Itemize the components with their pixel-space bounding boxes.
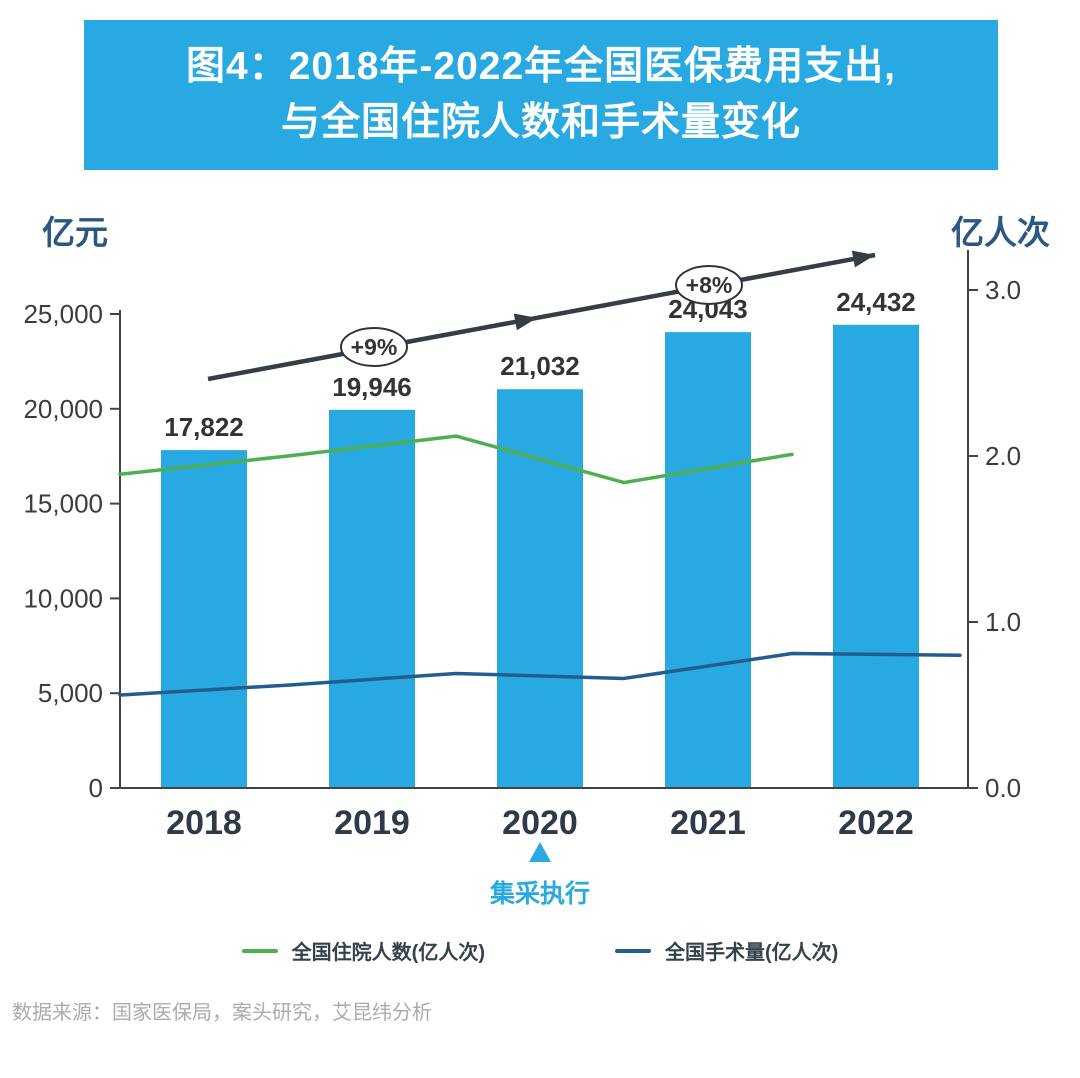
right-axis-tick-label: 2.0: [985, 441, 1021, 471]
navy-line-swatch-icon: [615, 948, 651, 953]
bar-2019: [329, 409, 415, 788]
x-axis-label-2020: 2020: [502, 804, 578, 842]
legend-item-hospitalizations: 全国住院人数(亿人次): [241, 936, 485, 965]
bar-2022: [833, 324, 919, 788]
growth-badge-label: +8%: [686, 272, 733, 298]
x-axis-label-2022: 2022: [838, 804, 914, 842]
left-axis-tick-label: 15,000: [23, 489, 103, 519]
event-marker-label: 集采执行: [489, 879, 590, 908]
green-line-swatch-icon: [241, 948, 278, 953]
left-axis-tick-label: 0: [89, 773, 103, 803]
x-axis-label-2019: 2019: [334, 804, 410, 842]
x-axis-label-2021: 2021: [670, 804, 746, 842]
left-axis-unit-label: 亿元: [42, 214, 108, 251]
bar-value-label-2022: 24,432: [836, 287, 916, 317]
right-axis-tick-label: 1.0: [985, 607, 1021, 637]
left-axis-tick-label: 5,000: [38, 678, 103, 708]
growth-badge-ellipse: [340, 327, 408, 367]
right-axis-unit-label: 亿人次: [951, 214, 1050, 251]
event-marker-triangle-icon: [529, 842, 551, 862]
figure-title-line2: 与全国住院人数和手术量变化: [280, 101, 801, 144]
trend-arrow-line: [207, 252, 876, 382]
legend-label-hospitalizations: 全国住院人数(亿人次): [291, 942, 485, 964]
bar-2020: [497, 389, 583, 788]
surgeries-line: [118, 651, 962, 697]
left-axis-tick-label: 20,000: [23, 394, 103, 424]
left-axis-tick-label: 25,000: [23, 299, 103, 329]
trend-arrowhead-icon: [851, 250, 875, 268]
bar-value-label-2018: 17,822: [164, 412, 244, 442]
data-source-note: 数据来源：国家医保局，案头研究，艾昆纬分析: [12, 1002, 432, 1024]
left-axis-tick-label: 10,000: [23, 583, 103, 613]
legend-item-surgeries: 全国手术量(亿人次): [615, 936, 838, 965]
trend-arrowhead-icon: [513, 313, 537, 331]
legend-label-surgeries: 全国手术量(亿人次): [665, 942, 839, 964]
growth-badge-label: +9%: [351, 334, 398, 360]
bar-value-label-2020: 21,032: [500, 351, 580, 381]
growth-badge-ellipse: [675, 265, 743, 305]
bar-2018: [161, 450, 247, 788]
x-axis-label-2018: 2018: [166, 804, 242, 842]
right-axis-tick-label: 3.0: [985, 275, 1021, 305]
bar-value-label-2019: 19,946: [332, 372, 412, 402]
hospitalizations-line: [118, 434, 794, 485]
right-axis-tick-label: 0.0: [985, 773, 1021, 803]
figure-title-banner: 图4：2018年-2022年全国医保费用支出, 与全国住院人数和手术量变化: [84, 20, 998, 170]
bar-2021: [665, 332, 751, 788]
chart-legend: 全国住院人数(亿人次) 全国手术量(亿人次): [0, 936, 1080, 965]
figure-title-line1: 图4：2018年-2022年全国医保费用支出,: [185, 45, 897, 88]
